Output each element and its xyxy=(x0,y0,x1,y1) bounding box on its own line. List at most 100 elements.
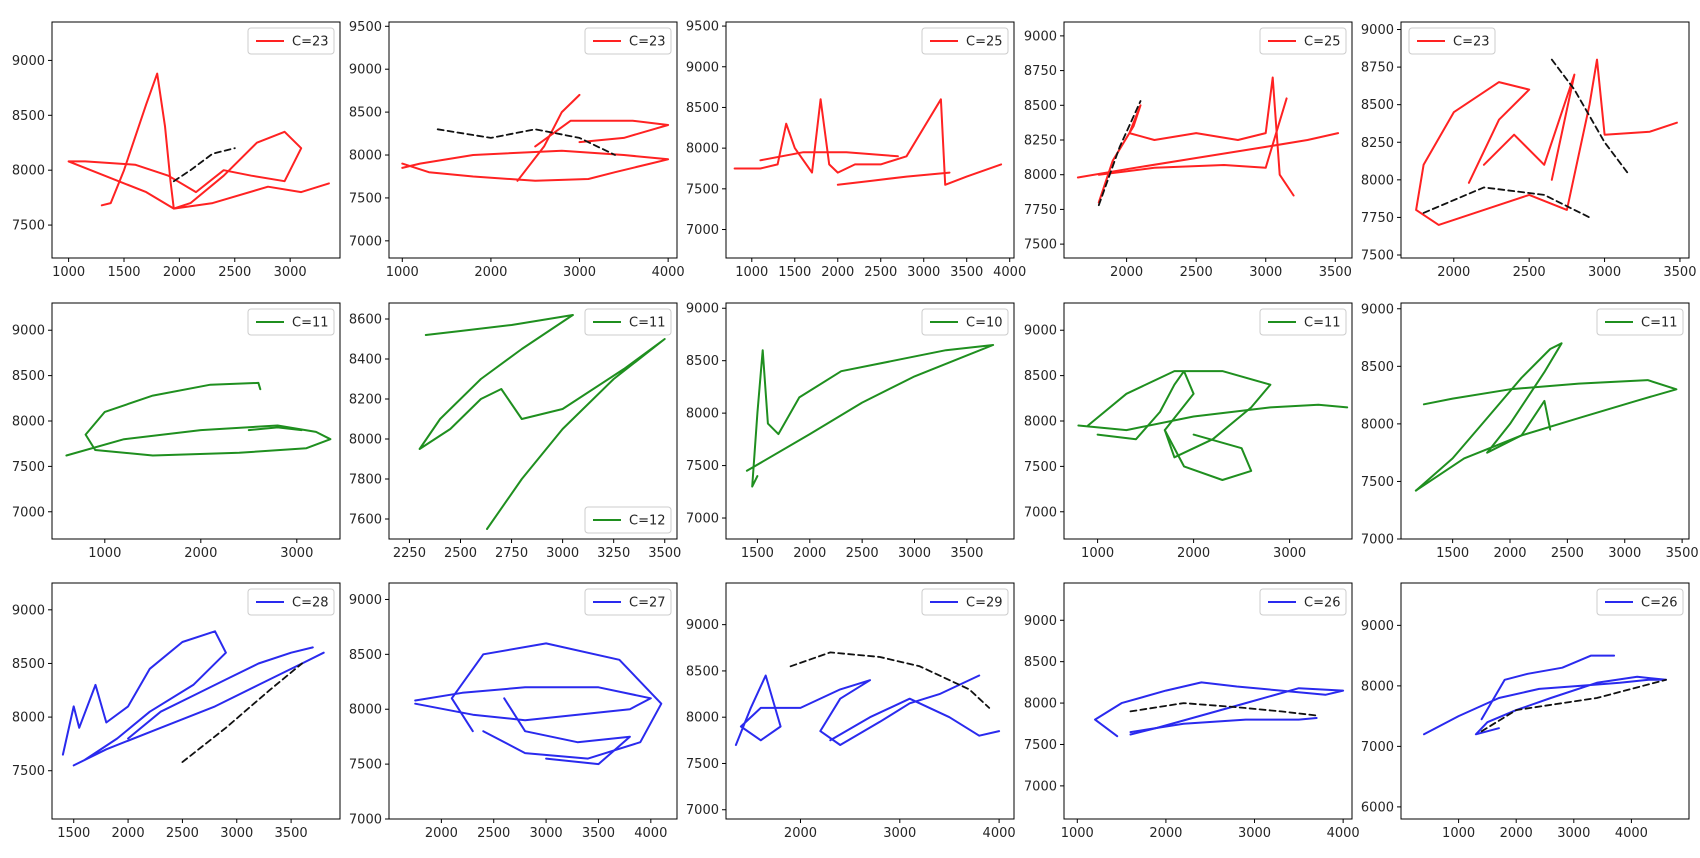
x-tick-label: 2000 xyxy=(1493,546,1526,561)
x-tick-label: 3000 xyxy=(883,826,916,841)
signature-stroke-0 xyxy=(414,686,652,722)
y-tick-label: 7000 xyxy=(686,803,719,818)
signature-stroke-1 xyxy=(1129,717,1318,734)
signature-stroke-0 xyxy=(734,674,981,746)
axes-frame xyxy=(1400,582,1690,820)
y-tick-label: 8500 xyxy=(12,369,45,384)
x-tick-label: 2500 xyxy=(1180,265,1213,280)
x-tick-label: 2500 xyxy=(864,265,897,280)
legend-label: C=25 xyxy=(966,35,1003,50)
y-tick-label: 8500 xyxy=(1361,98,1394,113)
y-tick-label: 8000 xyxy=(12,415,45,430)
y-tick-label: 8000 xyxy=(1024,168,1057,183)
y-tick-label: 8000 xyxy=(349,149,382,164)
axes-frame xyxy=(388,582,678,820)
x-tick-label: 2500 xyxy=(477,826,510,841)
signature-plot-2-0: 1500 2000 2500 3000 3500 7500 8000 8500 9000 C=28 xyxy=(12,582,341,841)
x-tick-label: 3000 xyxy=(220,826,253,841)
axes-frame xyxy=(725,582,1015,820)
legend-label: C=12 xyxy=(629,514,666,529)
y-tick-label: 8500 xyxy=(686,664,719,679)
x-tick-label: 3250 xyxy=(597,546,630,561)
y-tick-label: 8500 xyxy=(349,106,382,121)
y-tick-label: 8500 xyxy=(686,354,719,369)
x-tick-label: 3000 xyxy=(1249,265,1282,280)
y-tick-label: 6000 xyxy=(1361,800,1394,815)
x-tick-label: 3000 xyxy=(1273,546,1306,561)
y-tick-label: 9000 xyxy=(1361,302,1394,317)
legend-label: C=23 xyxy=(1453,35,1490,50)
y-tick-label: 8000 xyxy=(686,407,719,422)
x-tick-label: 2000 xyxy=(474,265,507,280)
y-tick-label: 8000 xyxy=(1024,415,1057,430)
y-tick-label: 9000 xyxy=(686,302,719,317)
x-tick-label: 2500 xyxy=(166,826,199,841)
x-tick-label: 3500 xyxy=(648,546,681,561)
y-tick-label: 8000 xyxy=(1361,173,1394,188)
signature-plot-1-3: 1000 2000 3000 7000 7500 8000 8500 9000 C=11 xyxy=(1024,302,1353,561)
legend-label: C=23 xyxy=(292,35,329,50)
dashed-stroke-2 xyxy=(1129,702,1318,717)
x-tick-label: 3000 xyxy=(907,265,940,280)
dashed-stroke-2 xyxy=(1480,678,1667,733)
x-tick-label: 2000 xyxy=(784,826,817,841)
x-tick-label: 3000 xyxy=(546,546,579,561)
x-tick-label: 1000 xyxy=(88,546,121,561)
x-tick-label: 4000 xyxy=(1615,826,1648,841)
x-tick-label: 2000 xyxy=(1437,265,1470,280)
signature-stroke-1 xyxy=(829,697,1001,742)
y-tick-label: 7500 xyxy=(1361,248,1394,263)
x-tick-label: 1500 xyxy=(1436,546,1469,561)
x-tick-label: 3500 xyxy=(1666,546,1699,561)
y-tick-label: 7000 xyxy=(1024,505,1057,520)
signature-plot-2-1: 2000 2500 3000 3500 4000 7000 7500 8000 8500 9000… xyxy=(349,582,678,841)
y-tick-label: 8000 xyxy=(1361,417,1394,432)
signature-stroke-0 xyxy=(1077,403,1349,432)
y-tick-label: 9000 xyxy=(1361,23,1394,38)
signature-plot-2-2: 2000 3000 4000 7000 7500 8000 8500 9000 C=29 xyxy=(686,582,1016,841)
y-tick-label: 9500 xyxy=(686,20,719,35)
signature-plot-0-4: 2000 2500 3000 3500 7500 7750 8000 8250 8500 8750… xyxy=(1361,21,1696,280)
y-tick-label: 7000 xyxy=(349,234,382,249)
y-tick-label: 7500 xyxy=(12,219,45,234)
x-tick-label: 2750 xyxy=(495,546,528,561)
y-tick-label: 8750 xyxy=(1024,64,1057,79)
x-tick-label: 3000 xyxy=(1557,826,1590,841)
y-tick-label: 8600 xyxy=(349,313,382,328)
y-tick-label: 8500 xyxy=(1024,369,1057,384)
y-tick-label: 8200 xyxy=(349,393,382,408)
legend: C=26 xyxy=(1259,588,1347,616)
legend: C=11 xyxy=(247,308,335,336)
legend-label: C=11 xyxy=(1304,316,1341,331)
signature-stroke-0 xyxy=(1414,379,1678,492)
legend: C=26 xyxy=(1596,588,1684,616)
y-tick-label: 7000 xyxy=(1361,533,1394,548)
x-tick-label: 1000 xyxy=(386,265,419,280)
y-tick-label: 7000 xyxy=(1024,779,1057,794)
y-tick-label: 7500 xyxy=(12,460,45,475)
signature-stroke-1 xyxy=(1087,370,1272,459)
dashed-stroke-3 xyxy=(1097,100,1142,207)
axes-frame xyxy=(725,302,1015,540)
legend-label: C=11 xyxy=(1641,316,1678,331)
x-tick-label: 3500 xyxy=(275,826,308,841)
legend-label: C=26 xyxy=(1304,596,1341,611)
y-tick-label: 8250 xyxy=(1361,136,1394,151)
y-tick-label: 7750 xyxy=(1024,203,1057,218)
x-tick-label: 2000 xyxy=(163,265,196,280)
dashed-stroke-1 xyxy=(172,147,236,183)
x-tick-label: 3000 xyxy=(563,265,596,280)
x-tick-label: 3500 xyxy=(1663,265,1696,280)
signature-plot-1-4: 1500 2000 2500 3000 3500 7000 7500 8000 8500 9000… xyxy=(1361,302,1699,561)
signature-stroke-0 xyxy=(1076,132,1340,179)
signature-plot-0-2: 1000 1500 2000 2500 3000 3500 4000 7000 7500 8000… xyxy=(686,20,1026,280)
legend: C=10 xyxy=(921,308,1009,336)
signature-stroke-0 xyxy=(65,381,332,457)
x-tick-label: 2000 xyxy=(425,826,458,841)
signature-stroke-1 xyxy=(1482,73,1576,181)
y-tick-label: 8750 xyxy=(1361,61,1394,76)
x-tick-label: 1000 xyxy=(1061,826,1094,841)
y-tick-label: 8400 xyxy=(349,353,382,368)
y-tick-label: 9000 xyxy=(1024,324,1057,339)
legend: C=11 xyxy=(584,308,672,336)
